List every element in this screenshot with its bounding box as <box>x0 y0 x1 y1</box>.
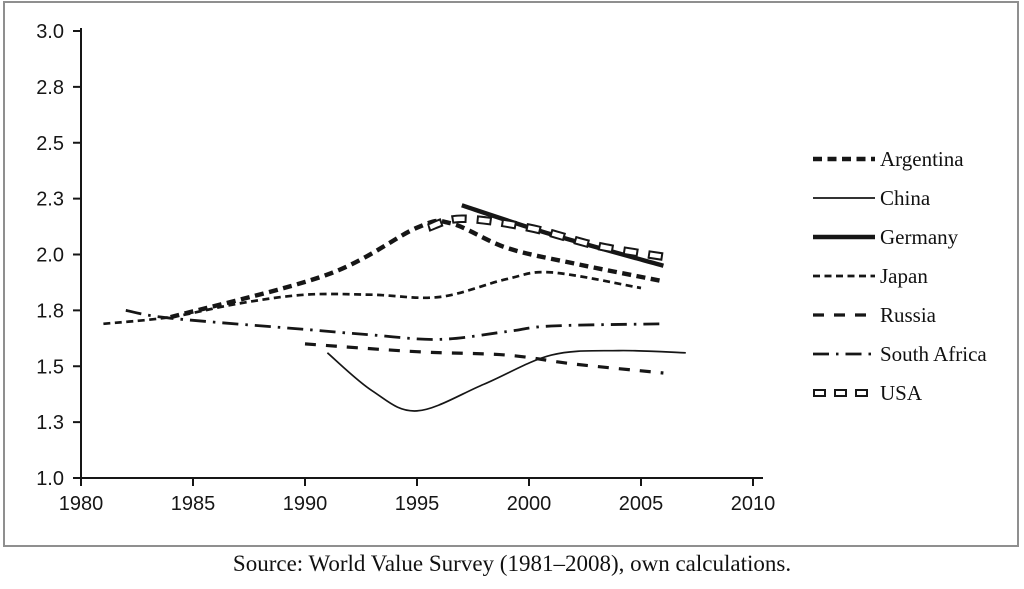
chart-frame <box>3 1 1019 547</box>
series-line-china <box>326 349 686 412</box>
series-line-japan <box>103 270 642 326</box>
y-tick-label: 2.8 <box>36 77 64 99</box>
y-tick-label: 2.0 <box>36 245 64 267</box>
legend-sample-usa <box>813 389 875 397</box>
legend-sample-germany <box>813 234 875 240</box>
y-tick-label: 1.8 <box>36 300 64 322</box>
legend-label-germany: Germany <box>880 225 959 249</box>
legend-label-argentina: Argentina <box>880 147 964 171</box>
x-tick-label: 2000 <box>507 493 552 515</box>
legend-label-usa: USA <box>880 381 923 405</box>
legend-sample-argentina <box>813 156 875 162</box>
x-tick-label: 1980 <box>59 493 104 515</box>
x-tick-label: 1990 <box>283 493 328 515</box>
legend-item-germany: Germany <box>812 225 987 249</box>
series-line-argentina <box>170 218 664 320</box>
legend-item-usa: USA <box>812 381 987 405</box>
legend-label-china: China <box>880 186 931 210</box>
legend-label-russia: Russia <box>880 303 937 327</box>
legend-sample-japan <box>813 274 875 278</box>
y-tick-label: 2.5 <box>36 133 64 155</box>
x-tick-label: 1985 <box>171 493 216 515</box>
series-line-usa-inner <box>427 216 664 259</box>
y-tick-label: 3.0 <box>36 21 64 43</box>
legend-sample-russia <box>813 313 875 317</box>
legend-item-south-africa: South Africa <box>812 342 987 366</box>
x-tick-label: 1995 <box>395 493 440 515</box>
legend: Argentina China Germany Japan Russia South Af… <box>812 147 987 420</box>
legend-item-china: China <box>812 186 987 210</box>
legend-label-japan: Japan <box>880 264 928 288</box>
series-line-south-africa <box>125 309 664 341</box>
series-line-russia <box>304 342 664 375</box>
legend-item-russia: Russia <box>812 303 987 327</box>
legend-item-japan: Japan <box>812 264 987 288</box>
legend-label-south-africa: South Africa <box>880 342 987 366</box>
legend-item-argentina: Argentina <box>812 147 987 171</box>
line-chart-plot: 3.0 2.8 2.5 2.3 2.0 1.8 1.5 1.3 1.0 1980 1985 1990 1… <box>36 21 776 515</box>
x-tick-label: 2005 <box>619 493 664 515</box>
legend-sample-south-africa <box>813 352 875 356</box>
source-caption: Source: World Value Survey (1981–2008), … <box>232 551 792 576</box>
y-tick-label: 1.5 <box>36 356 64 378</box>
y-tick-label: 2.3 <box>36 189 64 211</box>
y-tick-label: 1.3 <box>36 412 64 434</box>
legend-sample-china <box>813 197 875 199</box>
y-tick-label: 1.0 <box>36 468 64 490</box>
x-tick-label: 2010 <box>731 493 776 515</box>
